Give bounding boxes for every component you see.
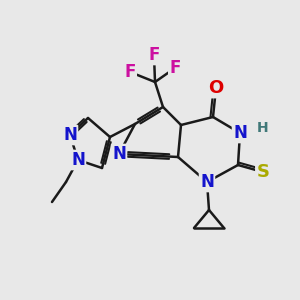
Text: N: N xyxy=(63,126,77,144)
Text: N: N xyxy=(112,145,126,163)
Text: N: N xyxy=(233,124,247,142)
Text: H: H xyxy=(257,121,269,135)
Text: F: F xyxy=(124,63,136,81)
Text: N: N xyxy=(200,173,214,191)
Text: O: O xyxy=(208,79,224,97)
Text: S: S xyxy=(256,163,269,181)
Text: F: F xyxy=(169,59,181,77)
Text: F: F xyxy=(148,46,160,64)
Text: N: N xyxy=(71,151,85,169)
